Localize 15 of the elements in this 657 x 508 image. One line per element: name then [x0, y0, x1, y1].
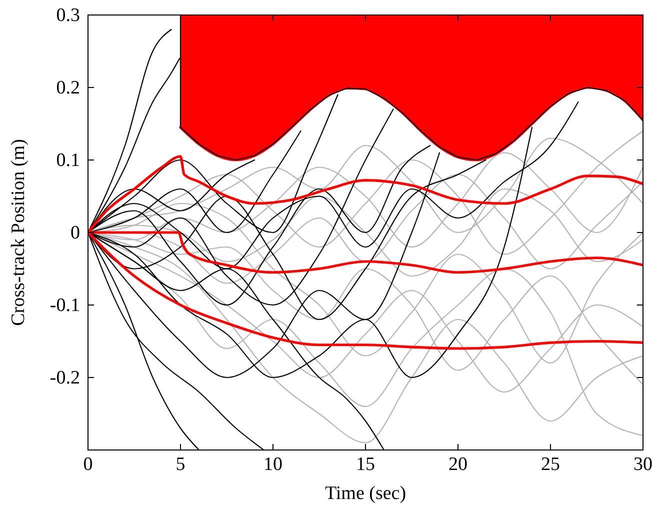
y-tick-label: -0.1	[50, 295, 80, 316]
x-axis-title: Time (sec)	[324, 483, 406, 504]
x-tick-label: 15	[356, 454, 375, 475]
y-axis-title: Cross-track Position (m)	[8, 139, 29, 326]
y-tick-label: 0.1	[56, 150, 80, 171]
x-tick-label: 25	[541, 454, 560, 475]
x-tick-label: 10	[264, 454, 282, 475]
y-tick-label: 0.2	[56, 78, 80, 98]
y-tick-label: 0	[70, 222, 80, 244]
x-tick-label: 0	[83, 454, 93, 475]
x-tick-label: 30	[634, 454, 652, 475]
x-tick-label: 5	[176, 454, 186, 475]
y-tick-label: -0.2	[50, 368, 80, 388]
x-tick-label: 20	[448, 454, 468, 475]
y-tick-label: 0.3	[56, 5, 80, 26]
